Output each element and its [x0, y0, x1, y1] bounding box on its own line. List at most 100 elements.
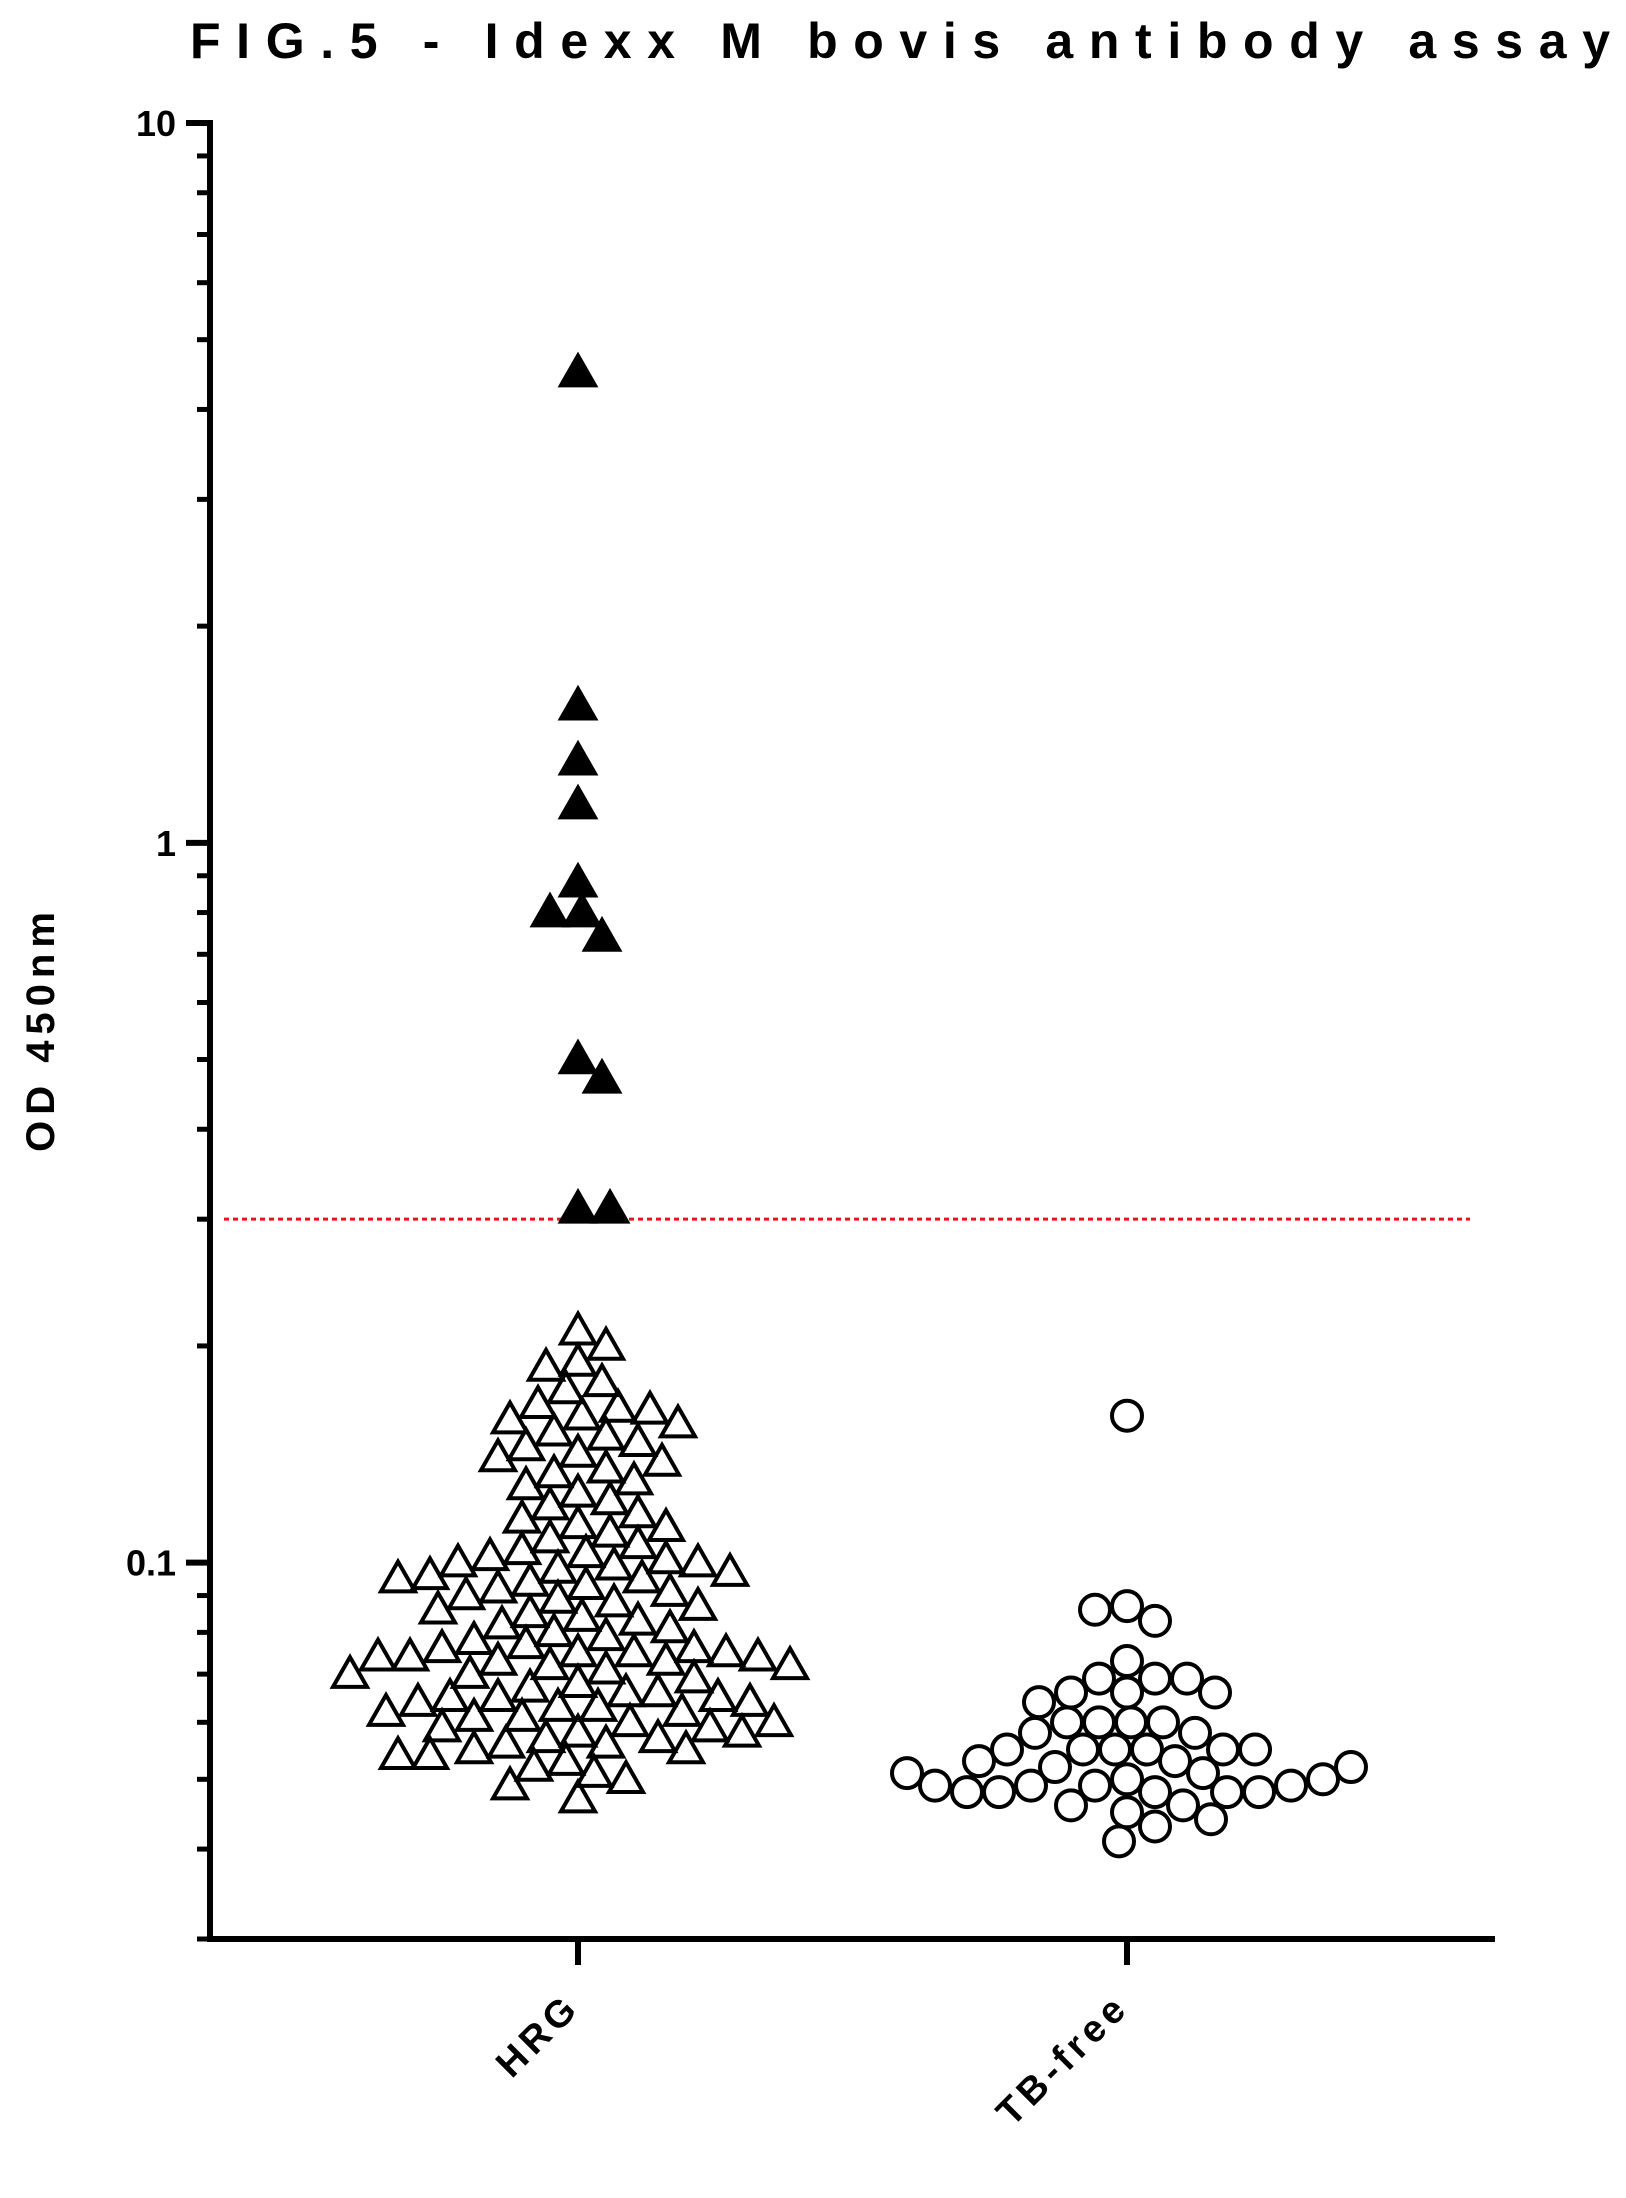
data-point: [509, 1666, 551, 1703]
y-axis-label: OD 450nm: [19, 906, 63, 1152]
x-tick-label: TB-free: [989, 1986, 1138, 2135]
data-point: [505, 1425, 547, 1462]
data-point: [417, 1588, 459, 1625]
data-point: [505, 1623, 547, 1660]
data-point: [661, 1691, 703, 1727]
data-point: [1022, 1685, 1056, 1720]
data-point: [1242, 1775, 1276, 1810]
data-point: [557, 684, 599, 721]
data-point: [705, 1631, 747, 1668]
data-point: [533, 1410, 575, 1447]
data-point: [501, 1529, 543, 1566]
data-point: [421, 1627, 463, 1664]
data-point: [1054, 1675, 1088, 1710]
data-point: [1102, 1824, 1136, 1859]
data-point: [589, 1511, 631, 1548]
data-point: [577, 1686, 619, 1722]
data-point: [561, 891, 603, 928]
data-point: [649, 1607, 691, 1644]
y-tick-label: 1: [156, 823, 176, 864]
data-point: [1138, 1775, 1172, 1810]
data-point: [1138, 1603, 1172, 1638]
data-point: [1054, 1788, 1088, 1823]
data-point: [1158, 1744, 1192, 1779]
data-point: [573, 1752, 615, 1788]
data-point: [1082, 1661, 1116, 1696]
data-point: [1082, 1705, 1116, 1740]
data-point: [485, 1722, 527, 1759]
data-point: [677, 1541, 719, 1578]
data-point: [585, 1447, 627, 1484]
data-point: [1110, 1644, 1144, 1679]
data-point: [557, 1187, 599, 1224]
data-point: [1014, 1768, 1048, 1803]
data-point: [617, 1421, 659, 1457]
data-point: [605, 1758, 647, 1795]
data-point: [890, 1756, 924, 1791]
data-point: [421, 1706, 463, 1743]
data-point: [769, 1644, 811, 1681]
data-point: [1110, 1762, 1144, 1797]
data-point: [1178, 1715, 1212, 1750]
data-point: [637, 1671, 679, 1708]
data-point: [585, 1324, 627, 1361]
data-point: [729, 1681, 771, 1717]
data-point: [557, 739, 599, 776]
data-point: [613, 1459, 655, 1496]
data-point: [437, 1541, 479, 1578]
data-point: [557, 783, 599, 820]
data-point: [689, 1706, 731, 1743]
data-point: [585, 1722, 627, 1759]
data-point: [1198, 1675, 1232, 1710]
data-point: [617, 1599, 659, 1636]
data-point: [525, 1717, 567, 1754]
data-point: [501, 1696, 543, 1732]
data-point: [529, 1644, 571, 1681]
data-point: [537, 1686, 579, 1722]
data-point: [1038, 1750, 1072, 1785]
data-point: [641, 1440, 683, 1477]
data-point: [561, 1596, 603, 1632]
data-point: [581, 1361, 623, 1398]
data-point: [649, 1571, 691, 1607]
data-point: [1274, 1768, 1308, 1803]
data-point: [453, 1619, 495, 1656]
data-point: [389, 1635, 431, 1672]
data-point: [557, 1662, 599, 1698]
data-point: [513, 1746, 555, 1782]
data-point: [453, 1728, 495, 1765]
data-point: [918, 1768, 952, 1803]
data-point: [1078, 1592, 1112, 1627]
data-point: [1146, 1705, 1180, 1740]
data-point: [545, 1740, 587, 1776]
data-point: [469, 1535, 511, 1572]
data-point: [1018, 1715, 1052, 1750]
data-point: [1166, 1788, 1200, 1823]
data-point: [709, 1551, 751, 1587]
data-point: [597, 1386, 639, 1423]
data-point: [377, 1557, 419, 1594]
data-point: [329, 1653, 371, 1689]
data-point: [557, 1309, 599, 1346]
data-point: [525, 1345, 567, 1382]
data-point: [557, 1503, 599, 1540]
data-point: [585, 1648, 627, 1685]
data-point: [589, 1187, 631, 1224]
data-point: [1110, 1589, 1144, 1624]
data-point: [593, 1544, 635, 1581]
data-point: [621, 1557, 663, 1594]
data-point: [449, 1653, 491, 1689]
data-point: [1238, 1732, 1272, 1767]
data-point: [1066, 1732, 1100, 1767]
data-point: [605, 1671, 647, 1708]
data-point: [557, 351, 599, 388]
data-point: [1110, 1795, 1144, 1830]
data-point: [1210, 1775, 1244, 1810]
data-point: [581, 1057, 623, 1094]
data-point: [557, 1777, 599, 1814]
data-point: [529, 1517, 571, 1554]
data-point: [1306, 1762, 1340, 1797]
data-point: [445, 1574, 487, 1611]
data-point: [1130, 1732, 1164, 1767]
data-point: [409, 1734, 451, 1771]
